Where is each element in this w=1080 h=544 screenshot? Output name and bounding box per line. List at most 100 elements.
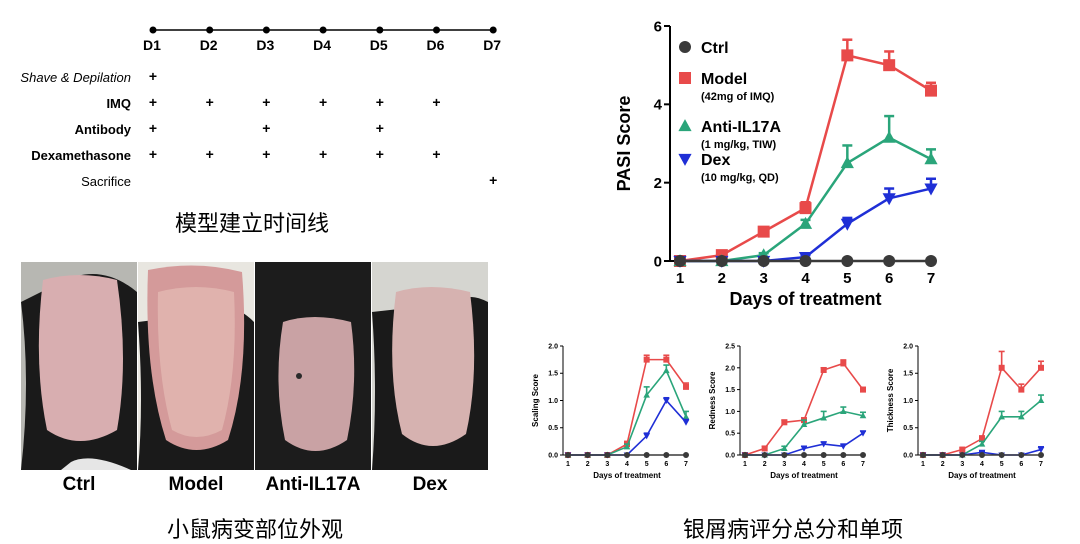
legend-label: Dex	[701, 152, 730, 169]
data-point	[1037, 397, 1045, 404]
data-point	[924, 152, 938, 165]
x-axis-title: Days of treatment	[948, 471, 1016, 480]
x-tick-label: 3	[605, 461, 609, 468]
legend-label: Model	[701, 71, 747, 88]
y-tick-label: 0.0	[725, 452, 735, 459]
x-tick-label: 3	[960, 461, 964, 468]
y-tick-label: 2.0	[548, 343, 558, 350]
data-point	[841, 49, 854, 62]
data-point	[643, 391, 650, 398]
series-anti-il17a	[919, 394, 1045, 458]
data-point	[924, 183, 938, 196]
data-point	[882, 193, 896, 206]
thickness-score-chart: 0.0 0.5 1.0 1.5 2.0 1 2 3 4 5 6 7 Days of treatment T…	[886, 343, 1045, 480]
y-tick-label: 1.0	[903, 398, 913, 405]
data-point	[925, 255, 937, 267]
timeline-row-label: Shave & Depilation	[20, 70, 131, 85]
x-tick-label: 7	[927, 270, 935, 287]
data-point	[840, 218, 854, 231]
x-tick-label: 4	[802, 461, 806, 468]
series-line	[923, 399, 1042, 456]
photo-ctrl	[21, 262, 137, 470]
series-line	[744, 362, 864, 456]
series-model	[565, 354, 689, 458]
timeline-mark: +	[489, 172, 498, 188]
data-point	[584, 452, 591, 458]
data-point	[683, 383, 689, 390]
data-point	[840, 156, 854, 169]
data-point	[882, 130, 896, 143]
timeline-dot	[489, 26, 497, 34]
timeline-mark: +	[148, 120, 158, 136]
y-tick-label: 1.5	[725, 387, 735, 394]
data-point	[883, 255, 896, 267]
y-axis-title: PASI Score	[614, 96, 634, 192]
data-point	[678, 153, 692, 166]
data-point	[757, 225, 770, 238]
legend-item: Dex (10 mg/kg, QD)	[678, 152, 779, 184]
x-tick-label: 6	[841, 461, 845, 468]
data-point	[781, 419, 788, 426]
y-tick-label: 2.0	[725, 365, 735, 372]
data-point	[841, 255, 854, 267]
timeline-dot	[262, 26, 270, 34]
timeline-day-label: D7	[483, 37, 502, 53]
data-point	[757, 255, 770, 267]
data-point	[801, 452, 807, 458]
data-point	[859, 412, 867, 419]
timeline-mark: +	[432, 94, 441, 110]
data-point	[840, 407, 847, 414]
x-tick-label: 7	[1039, 461, 1043, 468]
data-point	[800, 421, 808, 428]
x-tick-label: 1	[676, 270, 684, 287]
data-point	[781, 445, 788, 452]
data-point	[998, 413, 1005, 420]
timeline-mark: +	[205, 94, 214, 110]
photo-anti-il17a	[255, 262, 371, 470]
data-point	[959, 452, 966, 458]
y-tick-label: 1.0	[548, 398, 558, 405]
series-ctrl	[920, 452, 1044, 458]
x-tick-label: 2	[586, 461, 590, 468]
x-tick-label: 4	[801, 270, 810, 287]
x-tick-label: 2	[718, 270, 726, 287]
photo-label: Model	[168, 474, 224, 495]
data-point	[920, 452, 926, 458]
legend-label: Anti-IL17A	[701, 119, 781, 136]
legend-item: Model (42mg of IMQ)	[679, 71, 775, 103]
timeline-row-label: Antibody	[74, 122, 131, 137]
photo-label: Anti-IL17A	[265, 474, 361, 495]
y-tick-label: 0.0	[903, 452, 913, 459]
timeline-dot	[149, 26, 157, 34]
x-tick-label: 2	[763, 461, 767, 468]
data-point	[883, 59, 896, 72]
data-point	[643, 356, 650, 363]
y-tick-label: 4	[654, 97, 663, 114]
y-tick-label: 0.5	[903, 425, 913, 432]
data-point	[742, 452, 748, 458]
timeline-day-label: D1	[143, 37, 161, 53]
data-point	[623, 443, 631, 450]
data-point	[624, 452, 630, 458]
timeline-day-label: D4	[313, 37, 331, 53]
y-tick-label: 0.0	[548, 452, 558, 459]
data-point	[1037, 447, 1045, 453]
y-tick-label: 0	[654, 253, 662, 270]
data-point	[820, 414, 827, 421]
redness-score-chart: 0.0 0.5 1.0 1.5 2.0 2.5 1 2 3 4 5 6 7 Days of treatme…	[708, 343, 867, 480]
data-point	[800, 445, 808, 452]
data-point	[682, 413, 690, 420]
timeline-day-label: D3	[256, 37, 275, 53]
timeline-row-label: Sacrifice	[81, 174, 131, 189]
timeline-mark: +	[262, 120, 271, 136]
photo-dex	[372, 262, 488, 470]
data-point	[840, 360, 847, 367]
timeline-dot	[206, 26, 214, 34]
data-point	[643, 433, 650, 440]
data-point	[1018, 386, 1025, 393]
y-tick-label: 0.5	[725, 431, 735, 438]
timeline-day-label: D6	[426, 37, 445, 53]
x-tick-label: 3	[759, 270, 767, 287]
timeline-mark: +	[262, 94, 271, 110]
y-axis-title: Scaling Score	[531, 374, 540, 427]
